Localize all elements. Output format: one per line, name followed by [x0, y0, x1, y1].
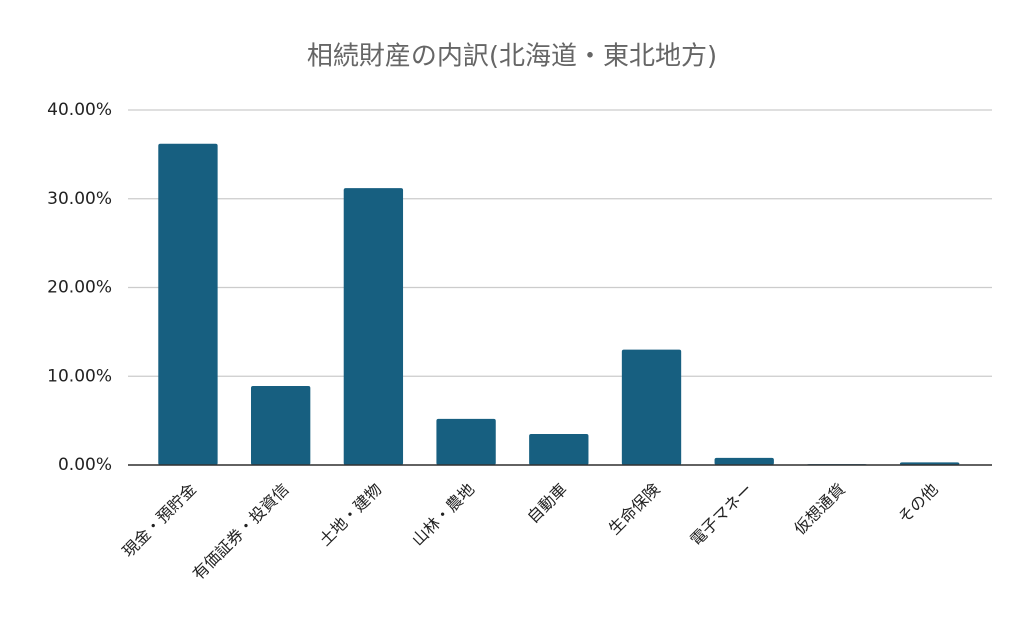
y-tick-label: 20.00%: [47, 278, 112, 298]
y-tick-label: 30.00%: [47, 189, 112, 209]
bar: [714, 457, 774, 465]
bar: [250, 386, 311, 465]
x-tick-label: 仮想通貨: [790, 480, 849, 539]
bar: [436, 418, 496, 465]
x-tick-label: 自動車: [523, 480, 570, 527]
y-tick-label: 40.00%: [47, 100, 112, 120]
x-tick-label: 生命保険: [605, 480, 664, 539]
x-tick-label: 土地・建物: [315, 480, 385, 550]
bar: [621, 349, 682, 465]
x-tick-label: 有価証券・投資信: [189, 480, 293, 584]
y-tick-label: 10.00%: [47, 366, 112, 386]
x-tick-label: 現金・預貯金: [119, 480, 200, 561]
x-tick-label: 電子マネー: [686, 480, 756, 550]
bar: [343, 188, 404, 465]
bar: [529, 433, 589, 465]
chart-title: 相続財産の内訳(北海道・東北地方): [307, 42, 717, 72]
bar: [158, 143, 218, 465]
x-tick-label: その他: [894, 480, 941, 527]
x-tick-label: 山林・農地: [408, 480, 478, 550]
y-tick-label: 0.00%: [58, 455, 112, 475]
